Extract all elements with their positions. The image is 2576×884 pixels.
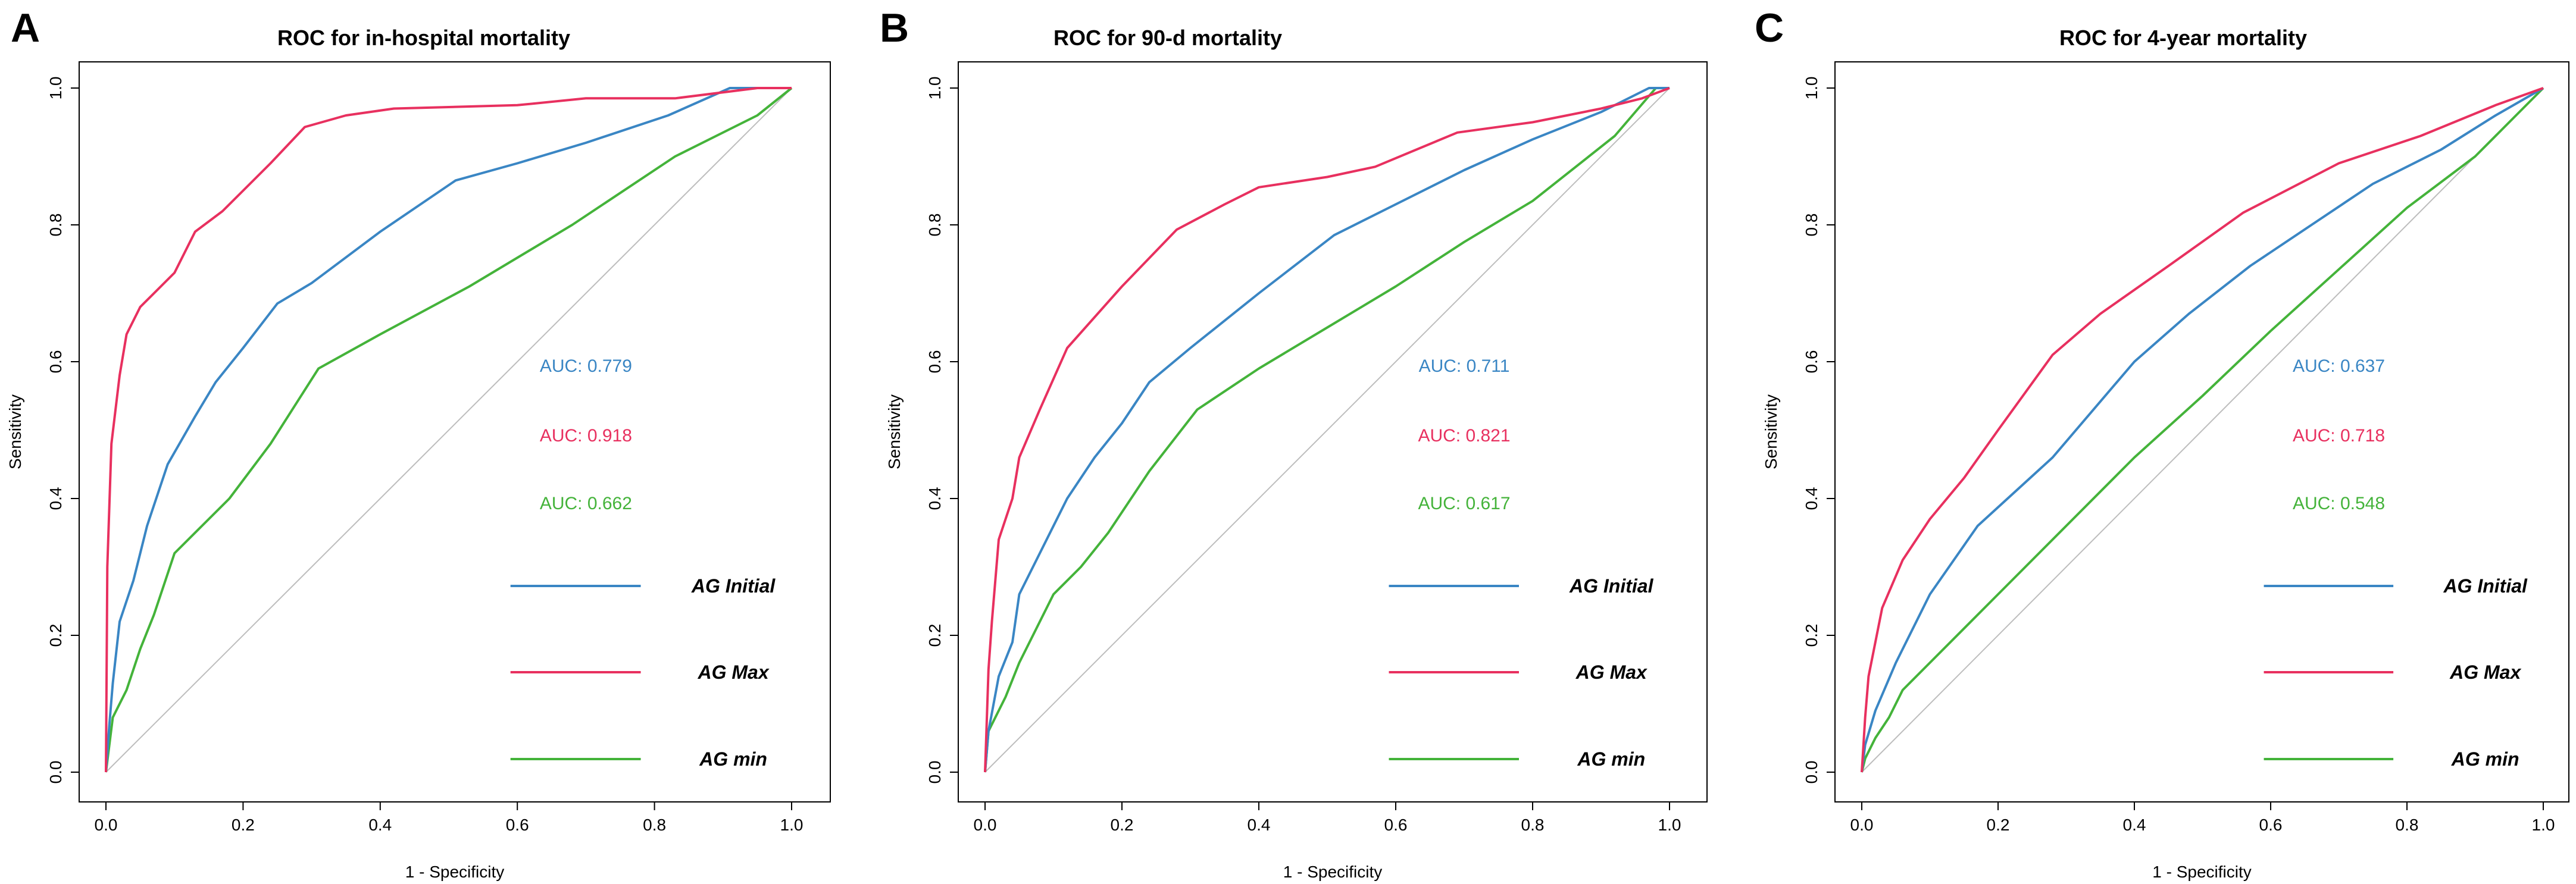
x-tick-label: 0.2	[1987, 816, 2010, 834]
chart-title: ROC for in-hospital mortality	[277, 26, 570, 50]
panel-letter: B	[880, 5, 909, 51]
y-tick-label: 0.6	[926, 350, 944, 374]
x-tick-label: 0.4	[1248, 816, 1271, 834]
x-tick-label: 0.4	[368, 816, 392, 834]
y-tick-label: 0.0	[1802, 761, 1821, 784]
x-axis-label: 1 - Specificity	[405, 863, 505, 881]
roc-curve-ag-min	[984, 87, 1670, 773]
legend-label: AG min	[2451, 748, 2519, 770]
x-tick-label: 0.8	[643, 816, 666, 834]
reference-diagonal	[984, 87, 1670, 773]
legend: AG Initial AG Max AG min	[2264, 575, 2528, 770]
y-tick-label: 0.4	[46, 487, 65, 510]
roc-panel-c: C ROC for 4-year mortality 0.0 0.2 0.4 0.6 0.8…	[1755, 5, 2569, 881]
auc-label-ag-min: AUC: 0.662	[540, 494, 632, 513]
y-axis-label: Sensitivity	[6, 394, 24, 469]
y-tick-label: 0.0	[46, 761, 65, 784]
auc-label-ag-min: AUC: 0.617	[1418, 494, 1510, 513]
y-tick-label: 0.8	[1802, 214, 1821, 237]
panel-letter: A	[11, 5, 40, 51]
auc-label-ag-max: AUC: 0.821	[1418, 426, 1510, 446]
plot-frame	[1834, 61, 2569, 803]
roc-curve-ag-initial	[105, 87, 792, 773]
x-tick-label: 0.6	[506, 816, 529, 834]
y-axis-label: Sensitivity	[1762, 394, 1780, 469]
y-tick-label: 0.2	[46, 624, 65, 647]
y-tick-label: 1.0	[926, 77, 944, 100]
reference-diagonal	[105, 87, 792, 773]
y-tick-label: 0.4	[1802, 487, 1821, 510]
legend-label: AG Initial	[2443, 575, 2528, 597]
plot-frame	[958, 61, 1708, 803]
auc-label-ag-min: AUC: 0.548	[2293, 494, 2385, 513]
x-tick-label: 0.6	[2259, 816, 2283, 834]
x-tick-label: 0.8	[2396, 816, 2419, 834]
x-tick-label: 1.0	[2532, 816, 2555, 834]
x-axis-label: 1 - Specificity	[2152, 863, 2252, 881]
y-tick-label: 0.6	[1802, 350, 1821, 374]
x-tick-label: 0.0	[95, 816, 118, 834]
y-tick-label: 0.8	[46, 214, 65, 237]
legend-label: AG Initial	[1569, 575, 1654, 597]
x-tick-label: 1.0	[1658, 816, 1681, 834]
roc-curve-ag-max	[984, 87, 1670, 773]
x-tick-label: 0.2	[1111, 816, 1134, 834]
x-tick-label: 0.6	[1384, 816, 1408, 834]
auc-label-ag-initial: AUC: 0.637	[2293, 356, 2385, 376]
roc-curve-ag-initial	[984, 87, 1670, 773]
legend-label: AG min	[699, 748, 767, 770]
legend-label: AG min	[1577, 748, 1645, 770]
chart-title: ROC for 4-year mortality	[2059, 26, 2307, 50]
plot-frame	[79, 61, 831, 803]
reference-diagonal	[1861, 87, 2544, 773]
legend-label: AG Max	[698, 662, 770, 683]
roc-panel-a: A ROC for in-hospital mortality 0.0 0.2 0.4 0…	[6, 5, 831, 881]
legend: AG Initial AG Max AG min	[510, 575, 776, 770]
auc-label-ag-initial: AUC: 0.779	[540, 356, 632, 376]
legend-label: AG Initial	[691, 575, 776, 597]
x-tick-label: 0.2	[232, 816, 255, 834]
x-axis-label: 1 - Specificity	[1283, 863, 1383, 881]
y-tick-label: 0.0	[926, 761, 944, 784]
chart-title: ROC for 90-d mortality	[1053, 26, 1282, 50]
panel-letter: C	[1755, 5, 1784, 51]
auc-label-ag-max: AUC: 0.918	[540, 426, 632, 446]
y-tick-label: 0.8	[926, 214, 944, 237]
y-tick-label: 0.2	[1802, 624, 1821, 647]
roc-curve-ag-max	[1861, 87, 2544, 773]
x-tick-label: 0.0	[974, 816, 997, 834]
legend-label: AG Max	[2449, 662, 2521, 683]
auc-label-ag-max: AUC: 0.718	[2293, 426, 2385, 446]
roc-curve-ag-min	[105, 87, 793, 773]
legend: AG Initial AG Max AG min	[1389, 575, 1654, 770]
x-tick-label: 0.4	[2123, 816, 2146, 834]
auc-label-ag-initial: AUC: 0.711	[1419, 356, 1510, 376]
y-tick-label: 0.6	[46, 350, 65, 374]
legend-label: AG Max	[1575, 662, 1647, 683]
roc-curve-ag-max	[105, 87, 792, 773]
roc-curve-ag-min	[1861, 87, 2544, 773]
y-tick-label: 1.0	[46, 77, 65, 100]
y-tick-label: 0.4	[926, 487, 944, 510]
x-tick-label: 0.8	[1521, 816, 1545, 834]
roc-curve-ag-initial	[1861, 87, 2544, 773]
roc-panel-b: B ROC for 90-d mortality 0.0 0.2 0.4 0.6 0.8 1.…	[880, 5, 1708, 881]
x-tick-label: 0.0	[1850, 816, 1874, 834]
y-tick-label: 0.2	[926, 624, 944, 647]
x-tick-label: 1.0	[780, 816, 804, 834]
y-tick-label: 1.0	[1802, 77, 1821, 100]
y-axis-label: Sensitivity	[885, 394, 904, 469]
